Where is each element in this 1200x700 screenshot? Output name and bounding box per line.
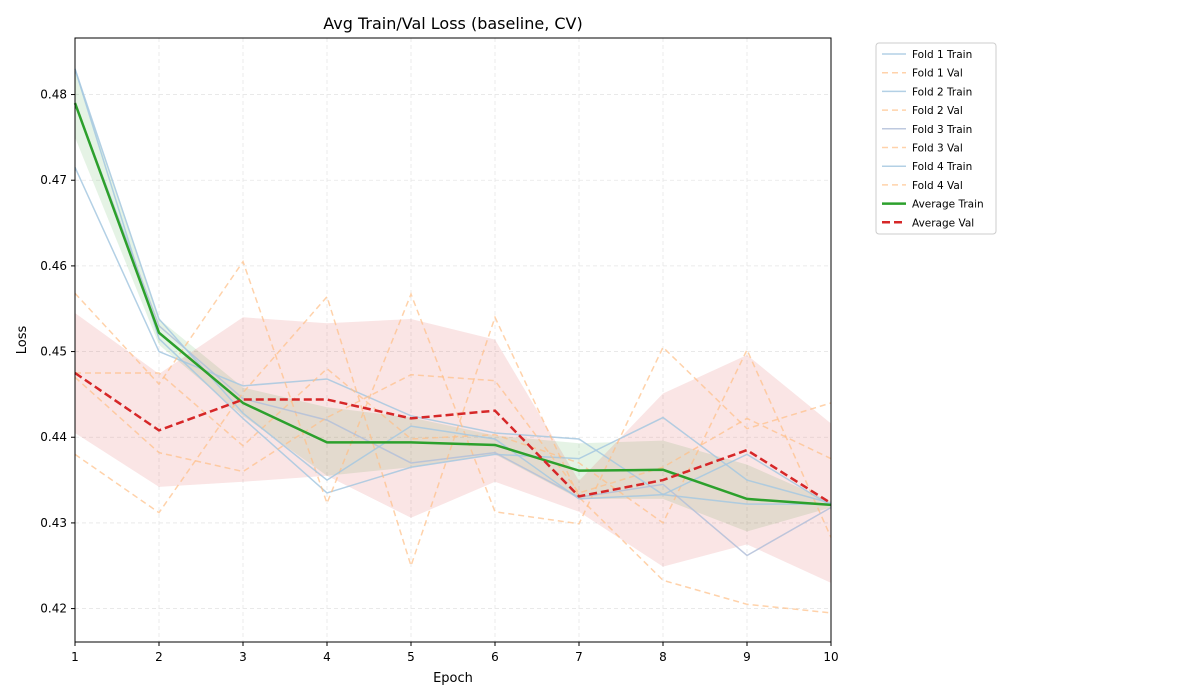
band-average-val-1: [75, 372, 831, 583]
x-tick-label: 4: [323, 650, 331, 664]
series-line-fold-3-train: [74, 102, 832, 557]
x-tick-label: 3: [239, 650, 247, 664]
x-tick-label: 1: [71, 650, 79, 664]
series-line-fold-4-val: [74, 373, 832, 494]
x-tick-label: 7: [575, 650, 583, 664]
series-line-fold-3-val: [74, 295, 832, 614]
legend-label-fold-4-train: Fold 4 Train: [912, 161, 972, 173]
legend-label-fold-2-train: Fold 2 Train: [912, 86, 972, 98]
y-tick-label: 0.43: [40, 516, 67, 530]
legend-label-fold-3-val: Fold 3 Val: [912, 143, 963, 155]
legend-label-fold-4-val: Fold 4 Val: [912, 180, 963, 192]
y-tick-label: 0.42: [40, 602, 67, 616]
legend-label-fold-3-train: Fold 3 Train: [912, 124, 972, 136]
legend-label-fold-2-val: Fold 2 Val: [912, 105, 963, 117]
series-line-fold-4-train: [74, 68, 832, 507]
y-tick-label: 0.45: [40, 345, 67, 359]
legend: Fold 1 Train Fold 1 Val Fold 2 Train Fold 2…: [875, 42, 997, 235]
y-tick-label: 0.48: [40, 88, 67, 102]
series-line-fold-1-val: [75, 348, 832, 538]
x-axis-ticks: 1 2 3 4 5 6 7 8 9 10: [71, 642, 839, 664]
x-tick-label: 5: [407, 650, 415, 664]
band-average-val-2: [75, 313, 831, 504]
y-axis-label: Loss: [15, 326, 30, 355]
x-tick-label: 2: [155, 650, 163, 664]
series-line-average-train: [73, 102, 832, 507]
plot-frame: [74, 37, 832, 643]
y-tick-label: 0.46: [40, 259, 67, 273]
legend-label-fold-1-val: Fold 1 Val: [912, 68, 963, 80]
band-average-train-0: [75, 68, 831, 532]
x-tick-label: 10: [823, 650, 838, 664]
x-tick-label: 6: [491, 650, 499, 664]
x-tick-label: 8: [659, 650, 667, 664]
legend-label-fold-1-train: Fold 1 Train: [912, 49, 972, 61]
x-tick-label: 9: [743, 650, 751, 664]
legend-label-average-val: Average Val: [912, 217, 974, 229]
series-lines: [73, 68, 832, 614]
y-tick-label: 0.47: [40, 173, 67, 187]
confidence-bands: [75, 68, 831, 583]
chart-title: Avg Train/Val Loss (baseline, CV): [323, 14, 583, 33]
series-line-fold-2-val: [74, 259, 832, 525]
y-axis-ticks: 0.42 0.43 0.44 0.45 0.46 0.47 0.48: [40, 88, 75, 616]
y-tick-label: 0.44: [40, 430, 67, 444]
x-axis-label: Epoch: [433, 671, 473, 686]
series-line-average-val: [74, 371, 832, 505]
legend-label-average-train: Average Train: [912, 199, 984, 211]
series-line-fold-2-train: [74, 68, 832, 504]
